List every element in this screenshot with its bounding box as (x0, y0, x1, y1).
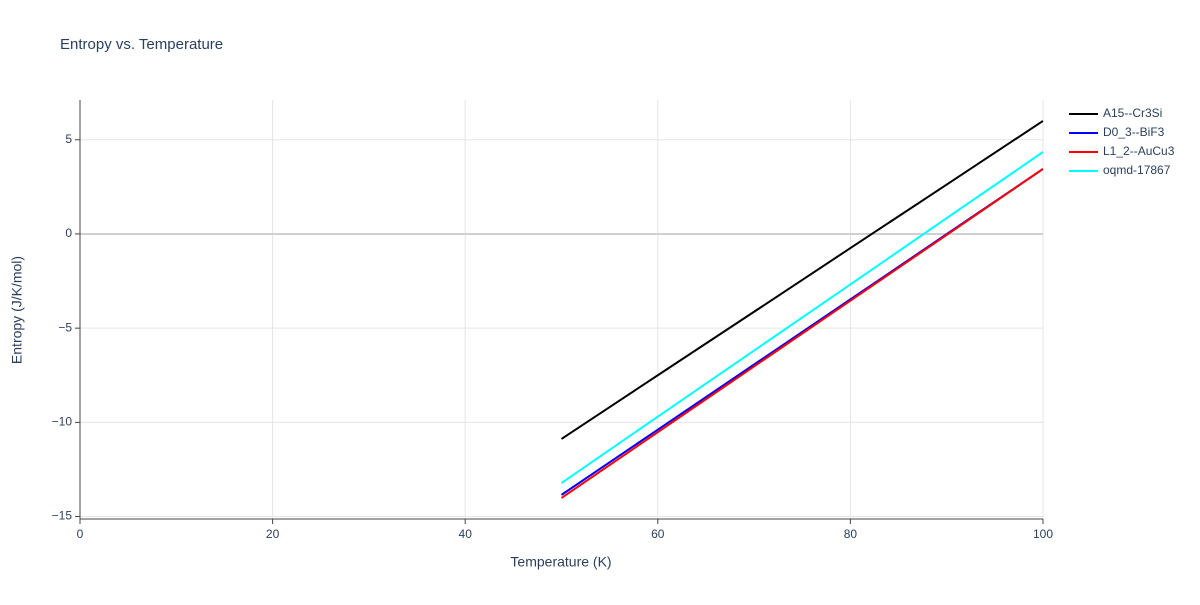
legend-label: D0_3--BiF3 (1103, 125, 1165, 139)
y-tick-label: −10 (52, 415, 73, 429)
y-tick-label: 5 (65, 132, 72, 146)
x-tick-label: 0 (77, 527, 84, 541)
x-tick-label: 40 (459, 527, 473, 541)
y-tick-label: 0 (65, 226, 72, 240)
x-tick-label: 100 (1033, 527, 1053, 541)
x-tick-label: 80 (844, 527, 858, 541)
chart-title: Entropy vs. Temperature (60, 36, 223, 53)
y-axis-label: Entropy (J/K/mol) (9, 256, 25, 364)
line (560, 168, 1044, 499)
y-tick-label: −5 (58, 320, 72, 334)
x-axis-label: Temperature (K) (510, 554, 611, 570)
line (560, 151, 1044, 484)
legend-label: oqmd-17867 (1103, 163, 1171, 177)
x-tick-label: 60 (651, 527, 665, 541)
legend-label: L1_2--AuCu3 (1103, 144, 1175, 158)
legend-label: A15--Cr3Si (1103, 106, 1162, 120)
line (560, 120, 1044, 440)
y-tick-label: −15 (52, 509, 73, 523)
x-tick-label: 20 (266, 527, 280, 541)
